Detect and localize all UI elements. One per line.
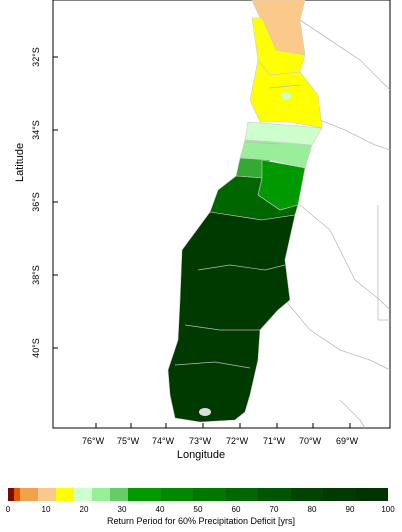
legend-swatch — [8, 488, 14, 501]
country-borders — [284, 19, 391, 429]
legend-tick-label: 0 — [5, 505, 11, 514]
lon-ticks — [95, 423, 351, 428]
lat-tick-label: 38°S — [30, 265, 41, 285]
legend-swatch — [14, 488, 20, 501]
lon-tick-label: 69°W — [336, 436, 359, 446]
legend-swatch — [225, 488, 258, 501]
legend-tick-label: 20 — [79, 505, 89, 514]
lon-tick-label: 71°W — [263, 436, 286, 446]
legend-swatch — [38, 488, 56, 501]
legend-swatch — [128, 488, 161, 501]
legend-swatch — [258, 488, 291, 501]
lon-tick-label: 76°W — [82, 436, 105, 446]
lon-tick-label: 74°W — [152, 436, 175, 446]
chile-regions — [167, 0, 323, 423]
legend-tick-label: 40 — [155, 505, 165, 514]
legend-swatch — [193, 488, 226, 501]
longitude-axis-title: Longitude — [176, 449, 226, 461]
legend-tick-label: 30 — [117, 505, 127, 514]
region-darkest-green — [167, 211, 296, 423]
lon-tick-label: 75°W — [117, 436, 140, 446]
lat-tick-label: 36°S — [30, 192, 41, 212]
region-light-green — [239, 139, 313, 169]
lon-tick-label: 73°W — [189, 436, 212, 446]
legend-swatch — [20, 488, 38, 501]
lat-tick-label: 32°S — [30, 47, 41, 67]
legend-swatch — [92, 488, 110, 501]
legend-swatch — [160, 488, 193, 501]
lat-tick-label: 34°S — [30, 120, 41, 140]
latitude-axis-title: Latitude — [14, 142, 26, 182]
lon-tick-label: 72°W — [226, 436, 249, 446]
legend-tick-label: 100 — [381, 505, 395, 514]
legend-tick-label: 50 — [193, 505, 203, 514]
region-dark-green — [209, 175, 299, 221]
legend-tick-label: 90 — [345, 505, 355, 514]
legend-tick-label: 70 — [269, 505, 279, 514]
legend-tick-label: 60 — [231, 505, 241, 514]
legend-swatch — [74, 488, 92, 501]
lat-tick-label: 40°S — [30, 338, 41, 358]
legend-title: Return Period for 60% Precipitation Defi… — [106, 516, 296, 526]
legend-swatch — [290, 488, 323, 501]
legend-swatch — [323, 488, 356, 501]
legend-swatch — [355, 488, 388, 501]
legend-colorbar — [8, 488, 388, 501]
legend-tick-label: 10 — [41, 505, 51, 514]
legend-tick-label: 80 — [307, 505, 317, 514]
lat-ticks — [53, 56, 58, 349]
region-pale-green — [244, 121, 323, 146]
legend-swatch — [56, 488, 74, 501]
lon-tick-label: 70°W — [299, 436, 322, 446]
legend-swatch — [110, 488, 128, 501]
